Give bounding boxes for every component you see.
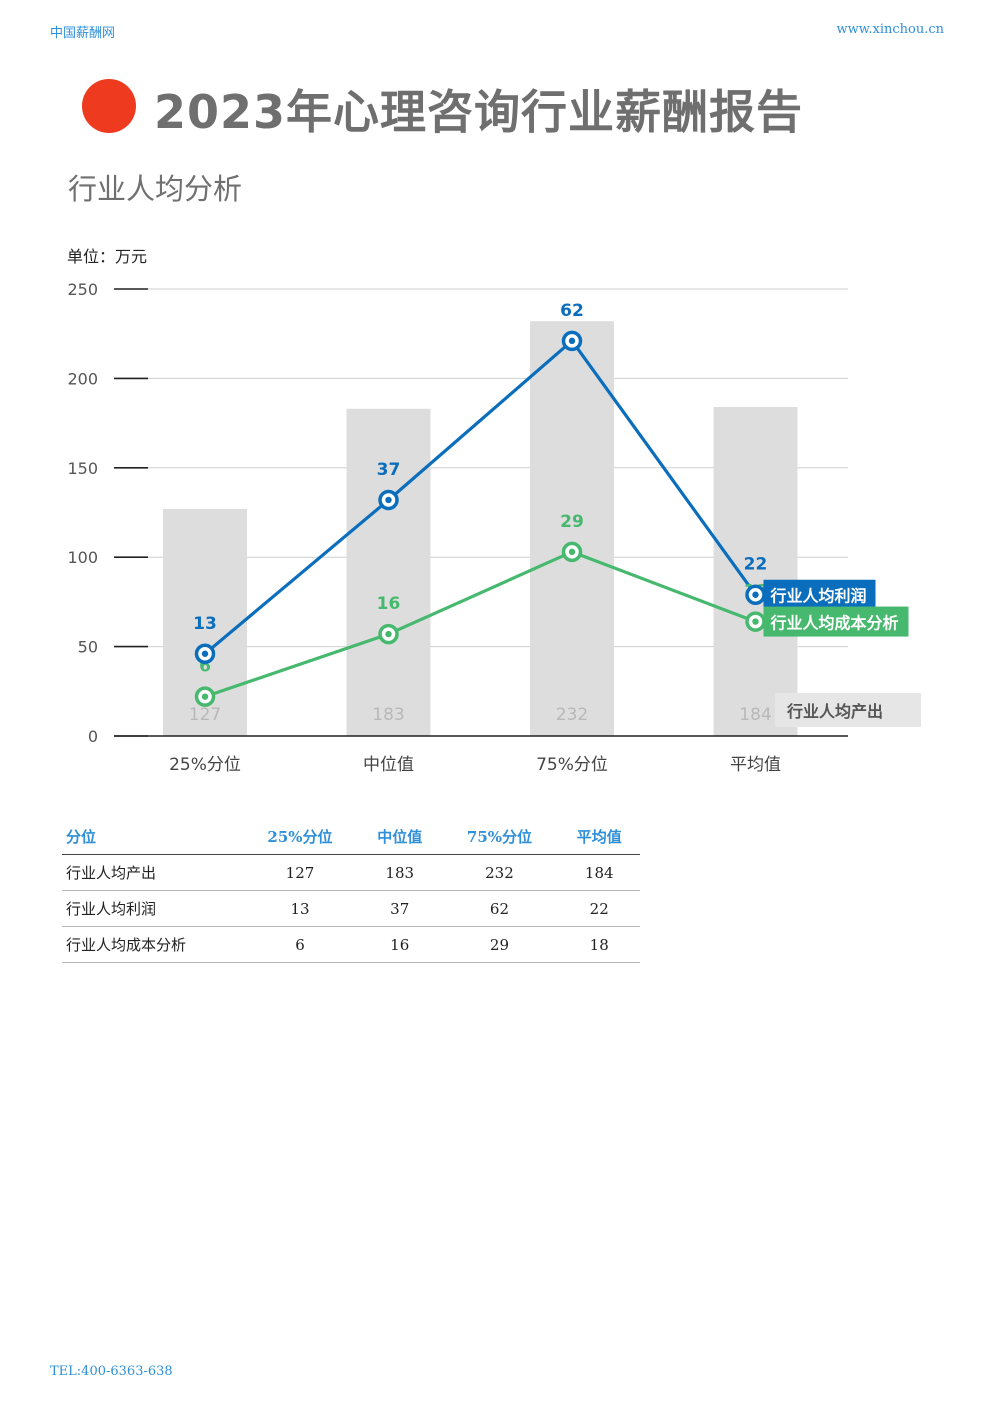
table-cell: 行业人均产出	[62, 854, 241, 891]
table-cell: 29	[440, 926, 559, 963]
data-point-center	[201, 693, 209, 700]
point-value-label: 62	[560, 301, 584, 321]
site-url[interactable]: www.xinchou.cn	[836, 22, 944, 37]
page-title: 2023年心理咨询行业薪酬报告	[154, 85, 804, 139]
table-cell: 行业人均成本分析	[62, 926, 241, 963]
legend-tag: 行业人均利润	[763, 579, 876, 610]
x-tick-label: 75%分位	[536, 755, 608, 775]
table-cell: 16	[358, 926, 441, 963]
point-value-label: 37	[377, 460, 401, 480]
unit-label: 单位：万元	[67, 247, 148, 266]
legend-tag-background	[763, 606, 909, 637]
point-value-label: 22	[744, 555, 768, 575]
data-point-center	[385, 496, 392, 504]
table-cell: 22	[558, 890, 640, 927]
table-cell: 62	[440, 890, 559, 927]
table-cell: 184	[558, 854, 640, 891]
legend-tag: 行业人均成本分析	[763, 606, 909, 637]
footer-phone: TEL:400-6363-638	[50, 1364, 173, 1379]
bar-value-label: 184	[739, 705, 771, 725]
bar	[346, 408, 431, 736]
table-cell: 6	[241, 926, 359, 963]
table-cell: 232	[440, 854, 559, 891]
table-row: 行业人均利润 13 37 62 22	[62, 890, 640, 927]
point-value-label: 16	[377, 594, 401, 614]
data-point-center	[568, 337, 576, 345]
table-header-cell: 中位值	[358, 819, 441, 855]
bar-value-label: 183	[372, 705, 404, 725]
bar-value-label: 127	[189, 705, 221, 725]
legend-tag-background	[763, 579, 876, 610]
table-cell: 183	[358, 854, 441, 891]
y-tick-label: 200	[67, 369, 98, 388]
title-bullet-dot	[82, 79, 136, 133]
point-value-label: 29	[560, 512, 584, 532]
bar	[530, 321, 614, 736]
series-line	[204, 550, 757, 699]
data-point-center	[568, 548, 576, 556]
point-value-label: 13	[193, 614, 217, 634]
table-header-cell: 平均值	[558, 819, 640, 855]
y-tick-label: 250	[67, 280, 98, 299]
legend-tag-label: 行业人均成本分析	[770, 614, 899, 633]
data-point-center	[752, 591, 759, 598]
bar-value-label: 232	[556, 705, 588, 725]
table-row: 行业人均产出 127 183 232 184	[62, 854, 640, 891]
table-cell: 18	[558, 926, 640, 963]
table-cell: 127	[241, 854, 359, 891]
section-subtitle: 行业人均分析	[68, 172, 243, 206]
bar-legend-tag-background	[775, 693, 921, 727]
table-header-row: 分位 25%分位 中位值 75%分位 平均值	[62, 819, 640, 855]
table-cell: 13	[241, 890, 359, 927]
table-header-cell: 25%分位	[241, 819, 359, 855]
table-cell: 37	[358, 890, 441, 927]
brand-name: 中国薪酬网	[50, 26, 116, 41]
bar	[713, 407, 798, 736]
table-cell: 行业人均利润	[62, 890, 241, 927]
table-header-cell: 75%分位	[440, 819, 559, 855]
y-tick-label: 0	[88, 727, 98, 746]
data-point-center	[201, 650, 209, 657]
table-header-cell: 分位	[62, 819, 241, 855]
y-tick-label: 150	[67, 459, 98, 478]
data-point-center	[752, 618, 759, 625]
y-tick-label: 100	[67, 548, 98, 567]
y-tick-label: 50	[78, 638, 98, 657]
bar-legend-tag-label: 行业人均产出	[786, 702, 883, 721]
x-tick-label: 平均值	[730, 755, 781, 775]
point-value-label: 6	[199, 657, 211, 677]
table-row: 行业人均成本分析 6 16 29 18	[62, 926, 640, 963]
data-point-center	[385, 630, 392, 638]
x-tick-label: 中位值	[363, 755, 414, 775]
data-table: 分位 25%分位 中位值 75%分位 平均值 行业人均产出 127 183 23…	[62, 819, 640, 963]
chart: 0 50 100 150 200 250 127 183 232 184 25%分位 中位值 75%分位…	[67, 280, 921, 775]
x-tick-label: 25%分位	[169, 755, 241, 775]
legend-tag-label: 行业人均利润	[770, 587, 867, 606]
series-line	[203, 339, 757, 655]
